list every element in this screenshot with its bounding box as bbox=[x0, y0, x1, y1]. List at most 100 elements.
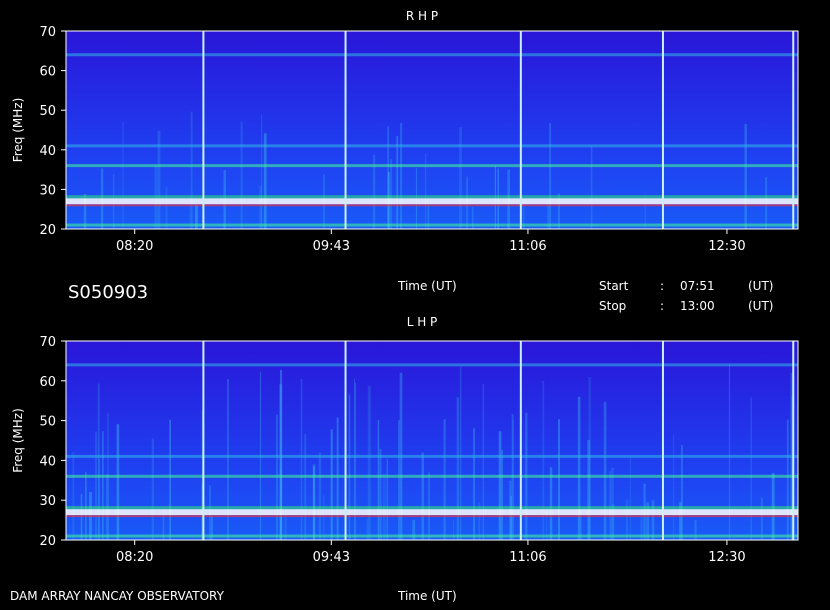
noise-streak bbox=[240, 121, 243, 229]
noise-streak bbox=[478, 502, 481, 540]
noise-streak bbox=[646, 502, 650, 540]
time-axis-label-top: Time (UT) bbox=[398, 279, 457, 293]
noise-streak bbox=[542, 380, 545, 540]
noise-streak bbox=[377, 420, 380, 540]
x-tick-label: 12:30 bbox=[708, 550, 745, 565]
noise-streak bbox=[557, 193, 560, 229]
noise-streak bbox=[263, 133, 267, 229]
noise-streak bbox=[348, 394, 351, 540]
noise-streak bbox=[786, 419, 789, 540]
noise-streak bbox=[398, 420, 400, 540]
noise-streak bbox=[626, 499, 628, 540]
noise-streak bbox=[456, 397, 460, 540]
plot-frame bbox=[65, 340, 799, 541]
y-tick-label: 30 bbox=[39, 494, 56, 509]
noise-streak bbox=[611, 504, 615, 540]
noise-streak bbox=[473, 428, 475, 540]
noise-streak bbox=[672, 435, 675, 540]
emission-band bbox=[66, 164, 798, 168]
y-tick-label: 20 bbox=[39, 223, 56, 238]
noise-streak bbox=[116, 424, 120, 540]
noise-streak bbox=[102, 430, 104, 540]
y-axis-label: Freq (MHz) bbox=[11, 408, 25, 473]
noise-streak bbox=[427, 204, 430, 229]
noise-streak bbox=[312, 464, 316, 540]
y-tick-label: 50 bbox=[39, 104, 56, 119]
noise-streak bbox=[760, 497, 763, 540]
noise-streak bbox=[396, 136, 399, 229]
start-label: Start bbox=[599, 279, 629, 293]
x-tick-label: 08:20 bbox=[116, 550, 153, 565]
noise-streak bbox=[471, 206, 474, 229]
x-tick-label: 11:06 bbox=[509, 550, 546, 565]
noise-streak bbox=[300, 378, 303, 540]
noise-streak bbox=[443, 419, 446, 540]
noise-streak bbox=[603, 401, 607, 540]
noise-streak bbox=[482, 383, 484, 540]
noise-streak bbox=[609, 471, 611, 540]
instrument-label: DAM ARRAY NANCAY OBSERVATORY bbox=[10, 589, 224, 603]
noise-streak bbox=[227, 379, 229, 540]
panel-title: L H P bbox=[407, 315, 438, 329]
emission-band bbox=[66, 53, 798, 57]
noise-streak bbox=[169, 419, 171, 540]
noise-streak bbox=[557, 419, 560, 540]
x-tick-label: 09:43 bbox=[313, 239, 350, 254]
emission-band bbox=[66, 509, 798, 516]
noise-streak bbox=[367, 386, 371, 540]
emission-band-edge bbox=[66, 515, 798, 518]
noise-streak bbox=[151, 438, 154, 540]
time-axis-label-bottom: Time (UT) bbox=[398, 589, 457, 603]
y-tick-label: 70 bbox=[39, 25, 56, 40]
noise-streak bbox=[424, 153, 427, 229]
y-tick-label: 50 bbox=[39, 415, 56, 430]
noise-streak bbox=[261, 114, 263, 229]
noise-streak bbox=[284, 514, 287, 540]
plot-frame bbox=[65, 30, 799, 230]
noise-streak bbox=[498, 431, 502, 540]
y-tick-label: 60 bbox=[39, 65, 56, 80]
start-unit: (UT) bbox=[748, 279, 774, 293]
noise-streak bbox=[577, 396, 581, 540]
noise-streak bbox=[95, 431, 97, 540]
noise-streak bbox=[580, 514, 582, 540]
stop-label: Stop bbox=[599, 299, 627, 313]
noise-streak bbox=[681, 444, 683, 540]
emission-band bbox=[66, 534, 798, 538]
noise-streak bbox=[313, 466, 315, 540]
x-tick-label: 08:20 bbox=[116, 239, 153, 254]
emission-band bbox=[66, 474, 798, 478]
noise-streak bbox=[279, 384, 283, 540]
noise-streak bbox=[162, 510, 165, 540]
y-tick-label: 20 bbox=[39, 534, 56, 549]
noise-streak bbox=[379, 448, 382, 540]
noise-streak bbox=[546, 507, 548, 540]
stop-unit: (UT) bbox=[748, 299, 774, 313]
noise-streak bbox=[280, 468, 283, 540]
emission-band-halo bbox=[66, 195, 798, 199]
emission-band bbox=[66, 198, 798, 205]
noise-streak bbox=[651, 500, 655, 540]
noise-streak bbox=[165, 187, 168, 229]
noise-streak bbox=[644, 195, 647, 229]
noise-streak bbox=[336, 417, 339, 540]
noise-streak bbox=[323, 495, 325, 540]
y-tick-label: 60 bbox=[39, 375, 56, 390]
noise-streak bbox=[587, 440, 591, 540]
noise-streak bbox=[549, 123, 551, 229]
emission-band bbox=[66, 454, 798, 458]
noise-streak bbox=[522, 200, 525, 229]
noise-streak bbox=[412, 519, 416, 540]
x-tick-label: 11:06 bbox=[509, 239, 546, 254]
emission-band bbox=[66, 223, 798, 227]
x-tick-label: 12:30 bbox=[708, 239, 745, 254]
emission-band-halo bbox=[66, 506, 798, 510]
noise-streak bbox=[386, 459, 388, 540]
noise-streak bbox=[588, 376, 591, 540]
stop-separator: : bbox=[660, 299, 665, 313]
noise-streak bbox=[330, 429, 333, 540]
y-axis-label: Freq (MHz) bbox=[11, 98, 25, 163]
noise-streak bbox=[547, 201, 550, 229]
noise-streak bbox=[372, 154, 376, 229]
noise-streak bbox=[694, 519, 697, 540]
